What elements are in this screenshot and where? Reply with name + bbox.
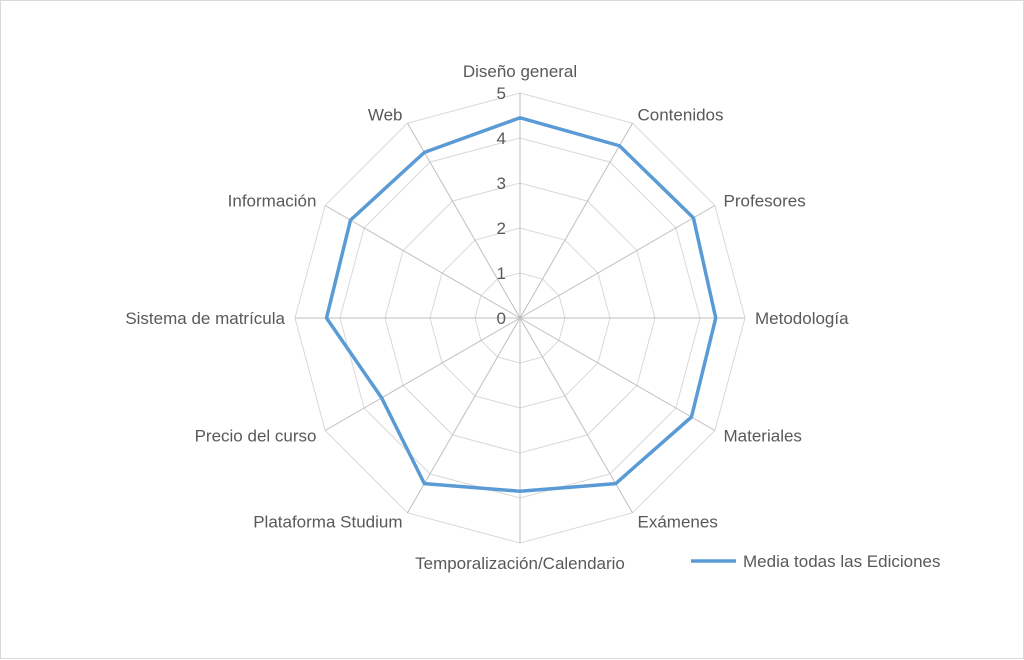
category-label: Precio del curso — [195, 427, 317, 446]
category-label: Metodología — [755, 309, 849, 328]
tick-label: 3 — [497, 174, 506, 193]
category-label: Web — [368, 105, 403, 124]
series-line — [327, 118, 716, 492]
category-label: Temporalización/Calendario — [415, 554, 625, 573]
legend-label: Media todas las Ediciones — [743, 552, 941, 571]
tick-label: 4 — [497, 129, 506, 148]
radar-spokes — [295, 93, 745, 543]
spoke — [325, 206, 520, 319]
category-label: Materiales — [724, 427, 802, 446]
category-label: Plataforma Studium — [253, 513, 402, 532]
category-label: Diseño general — [463, 62, 577, 81]
category-label: Información — [228, 192, 317, 211]
legend: Media todas las Ediciones — [691, 552, 941, 571]
tick-label: 0 — [497, 309, 506, 328]
spoke — [325, 318, 520, 431]
radar-series — [326, 118, 715, 492]
tick-label: 2 — [497, 219, 506, 238]
tick-label: 5 — [497, 84, 506, 103]
spoke — [520, 123, 633, 318]
category-label: Exámenes — [638, 513, 718, 532]
category-label: Profesores — [724, 192, 806, 211]
spoke — [520, 206, 715, 319]
spoke — [520, 318, 715, 431]
category-label: Contenidos — [638, 105, 724, 124]
category-label: Sistema de matrícula — [125, 309, 285, 328]
tick-label: 1 — [497, 264, 506, 283]
